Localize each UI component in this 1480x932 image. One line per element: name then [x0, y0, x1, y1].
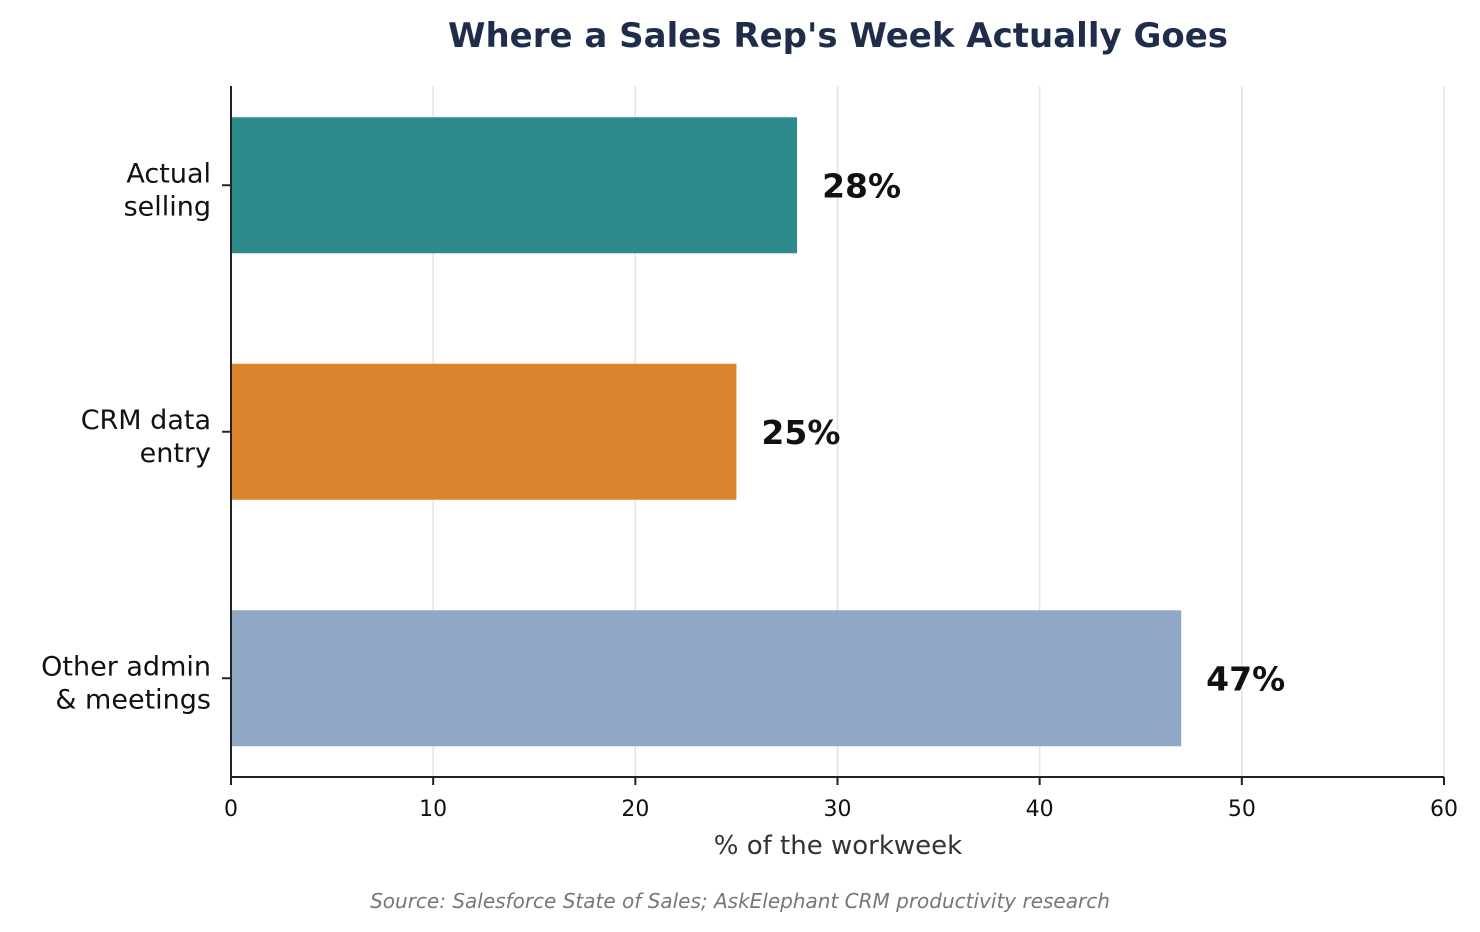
- x-tick-label: 20: [621, 797, 649, 822]
- bar: [231, 117, 798, 254]
- y-axis-ticks: [222, 184, 231, 680]
- x-axis-ticks: 0 10 20 30 40 50 60: [224, 777, 1458, 822]
- x-axis-title: % of the workweek: [714, 831, 962, 861]
- source-note: Source: Salesforce State of Sales; AskEl…: [370, 889, 1110, 913]
- value-label: 28%: [822, 166, 901, 205]
- x-tick-label: 40: [1026, 797, 1054, 822]
- value-label: 47%: [1206, 659, 1285, 698]
- x-tick-label: 30: [824, 797, 852, 822]
- bar: [231, 610, 1182, 747]
- bars: [231, 117, 1182, 747]
- x-tick-label: 50: [1228, 797, 1256, 822]
- category-label: CRM data entry: [81, 405, 211, 469]
- value-label: 25%: [761, 413, 840, 452]
- x-tick-label: 10: [419, 797, 447, 822]
- chart-title: Where a Sales Rep's Week Actually Goes: [448, 16, 1228, 56]
- category-label: Actual selling: [124, 158, 211, 222]
- bar: [231, 363, 737, 500]
- x-tick-label: 60: [1430, 797, 1458, 822]
- value-labels: 28% 25% 47%: [761, 166, 1285, 698]
- x-tick-label: 0: [224, 797, 238, 822]
- category-label: Other admin & meetings: [41, 651, 211, 715]
- category-labels: Actual selling CRM data entry Other admin & m…: [41, 158, 211, 715]
